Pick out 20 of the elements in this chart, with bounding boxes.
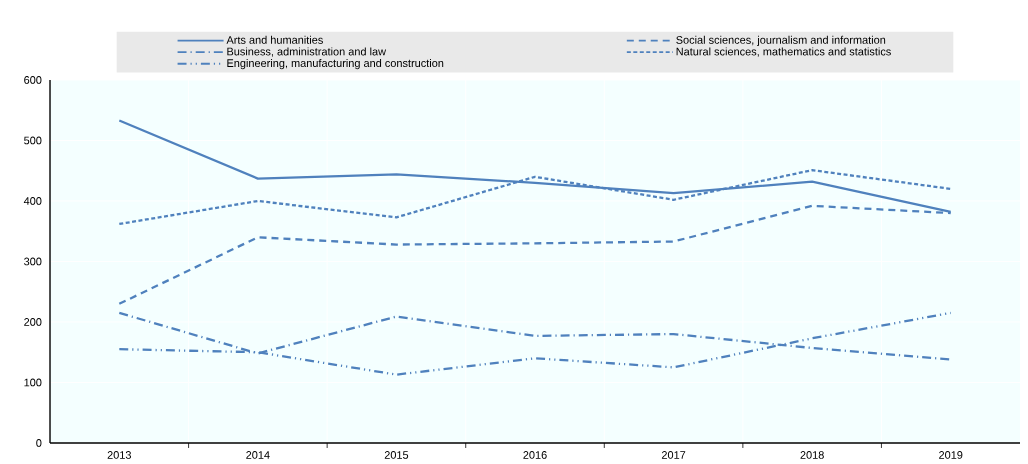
x-tick-label: 2014: [246, 451, 270, 459]
x-tick-label: 2013: [107, 451, 131, 459]
y-tick-label: 0: [36, 439, 42, 447]
x-tick-label: 2019: [939, 451, 963, 459]
legend-label: Natural sciences, mathematics and statistics: [676, 47, 891, 57]
legend-label: Social sciences, journalism and information: [676, 35, 886, 47]
legend-label: Business, administration and law: [227, 47, 387, 57]
x-tick-label: 2016: [523, 451, 547, 459]
legend-label: Engineering, manufacturing and construction: [227, 58, 444, 70]
line-series: [118, 311, 952, 376]
x-tick-label: 2018: [800, 451, 824, 459]
y-tick-label: 600: [24, 76, 42, 84]
y-tick-label: 100: [24, 378, 42, 387]
y-tick-label: 300: [24, 257, 42, 266]
y-tick-label: 400: [23, 197, 42, 205]
x-tick-label: 2017: [661, 451, 686, 459]
x-tick-label: 2015: [384, 451, 409, 459]
legend-label: Arts and humanities: [226, 35, 323, 44]
y-tick-label: 200: [24, 318, 42, 326]
y-tick-label: 500: [24, 136, 42, 145]
